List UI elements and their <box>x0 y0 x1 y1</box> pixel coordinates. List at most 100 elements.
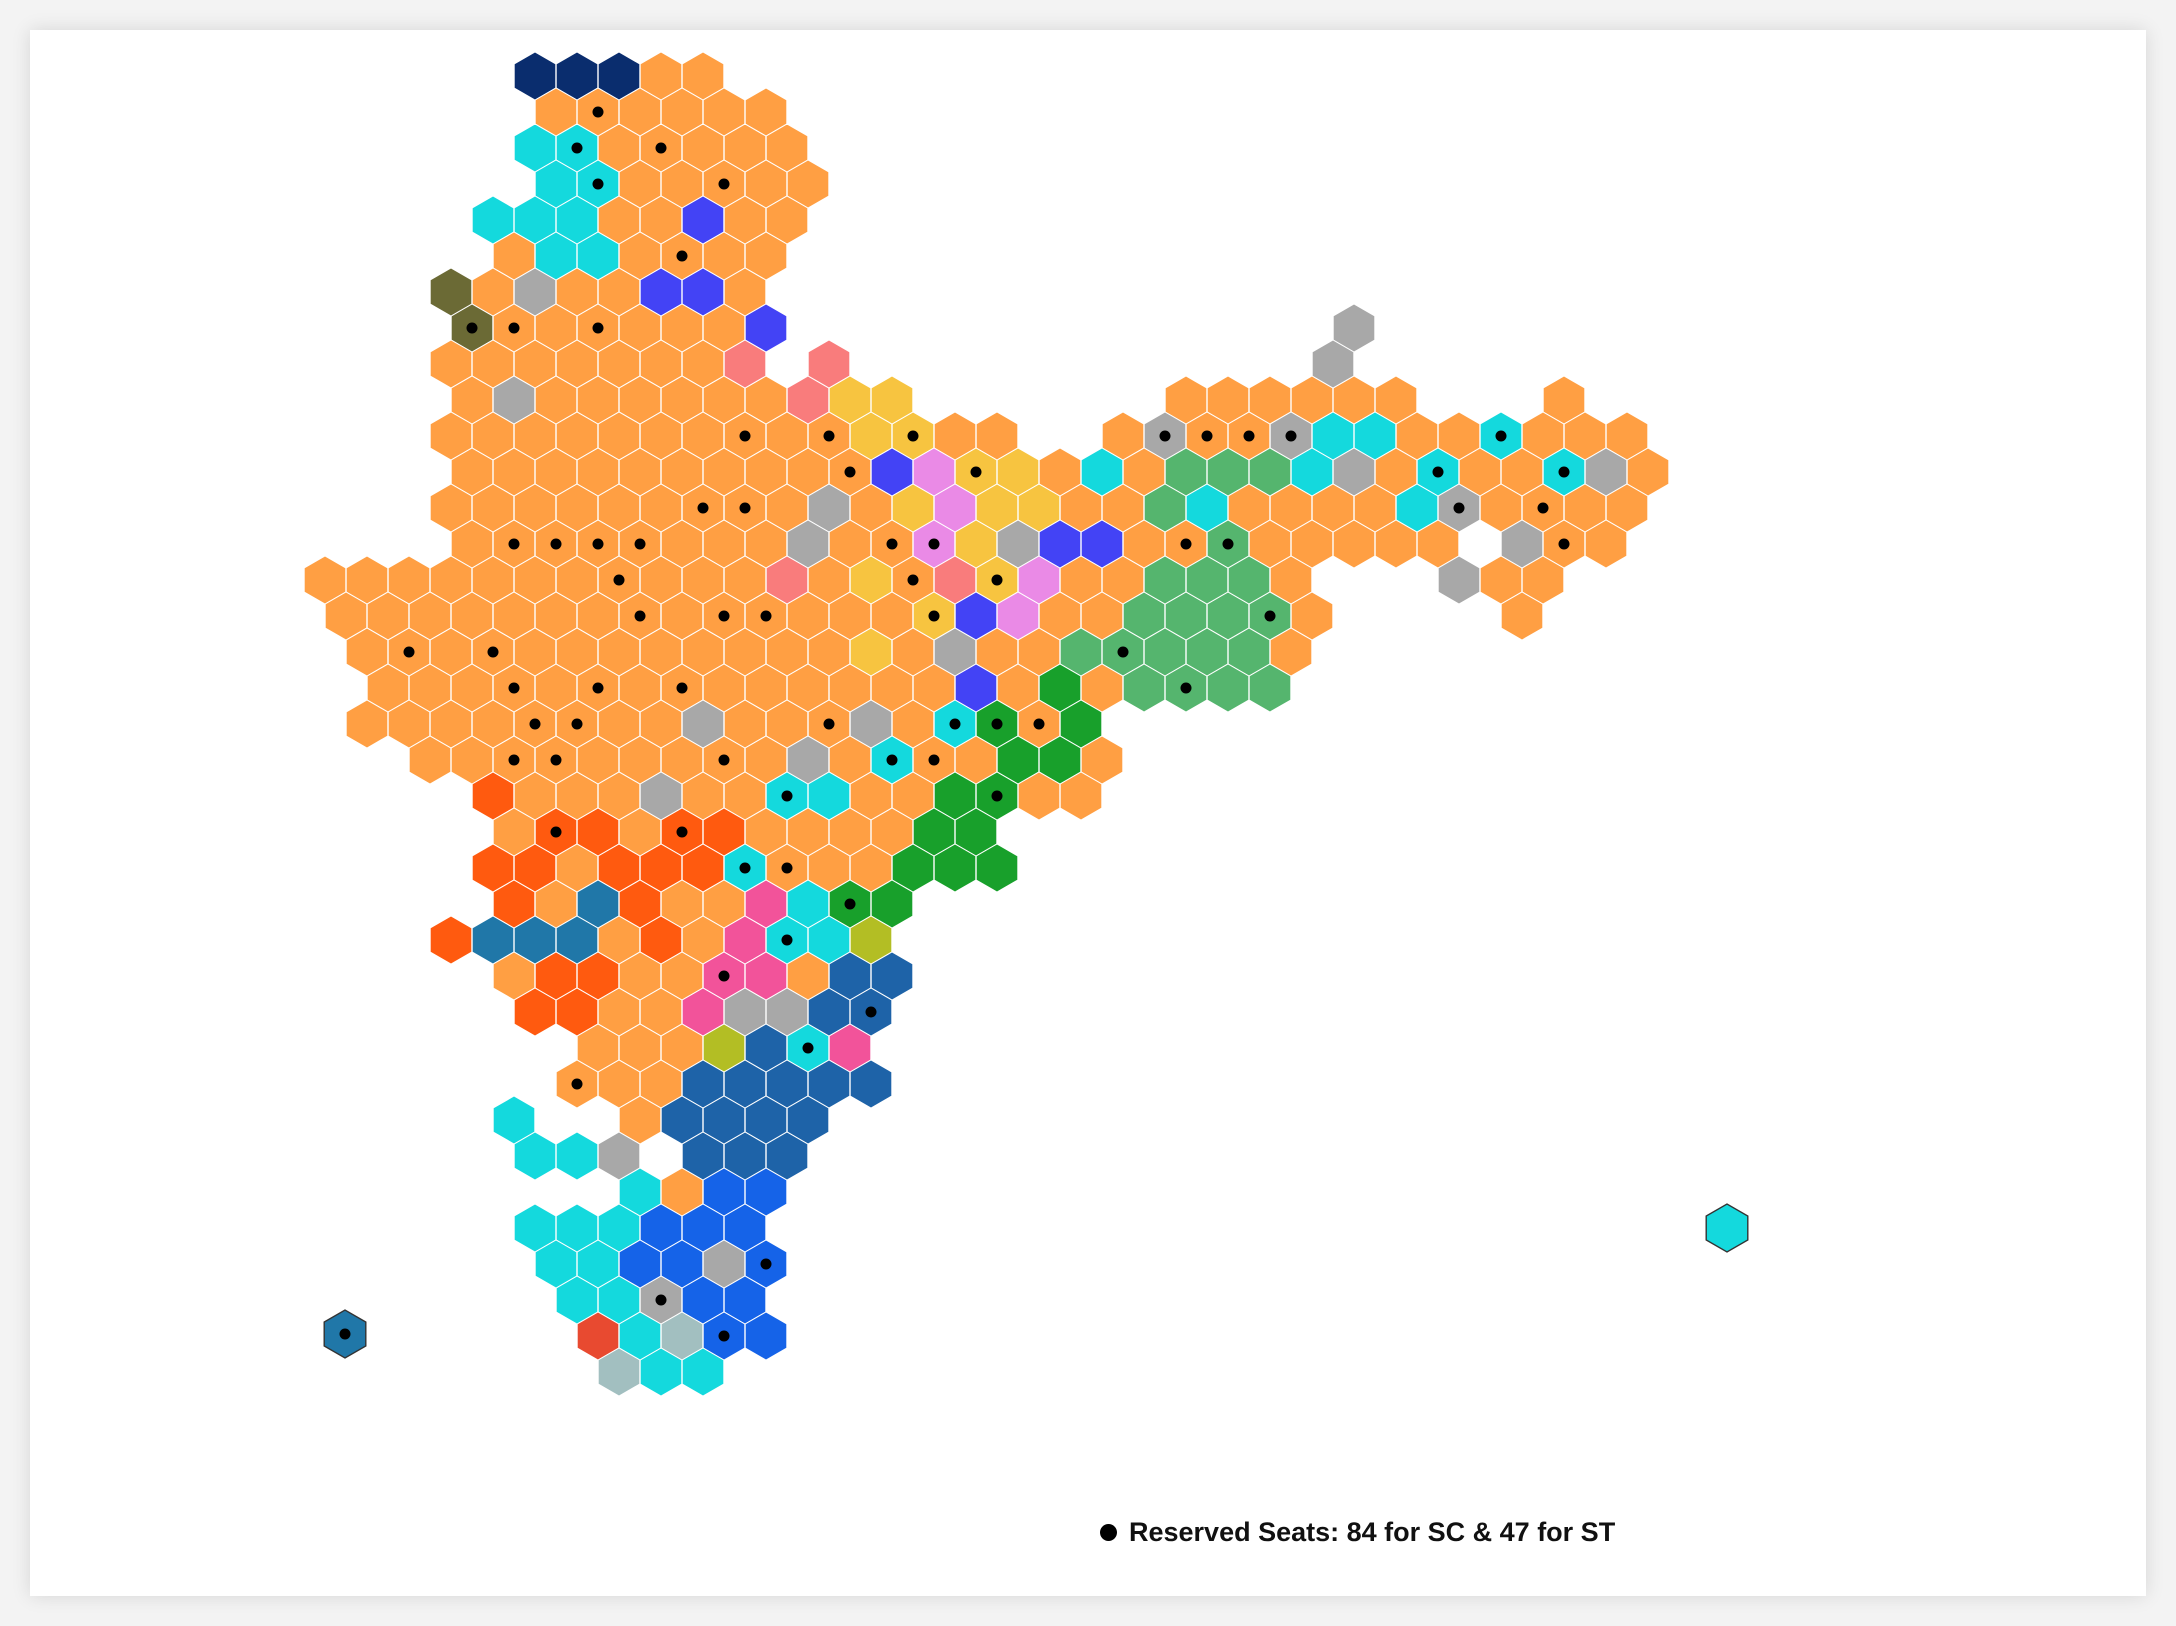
reserved-seat-dot <box>487 646 499 658</box>
reserved-seat-dot <box>844 898 856 910</box>
reserved-seat-dot <box>928 610 940 622</box>
reserved-seat-dot <box>466 322 478 334</box>
reserved-seat-dot <box>550 826 562 838</box>
reserved-seat-dot <box>676 682 688 694</box>
legend-label: Reserved Seats: 84 for SC & 47 for ST <box>1129 1517 1616 1547</box>
reserved-seat-dot <box>949 718 961 730</box>
reserved-seat-dot <box>655 142 667 154</box>
reserved-seat-dot <box>760 1258 772 1270</box>
constituency-hexes <box>303 51 1749 1397</box>
constituency-hex[interactable] <box>765 1131 809 1181</box>
reserved-seat-dot <box>739 862 751 874</box>
reserved-seat-dot <box>508 322 520 334</box>
reserved-seat-dot <box>718 754 730 766</box>
reserved-seat-dot <box>1117 646 1129 658</box>
reserved-seat-dot <box>508 682 520 694</box>
reserved-seat-dot <box>1222 538 1234 550</box>
constituency-hex[interactable] <box>681 1347 725 1397</box>
reserved-seat-dot <box>697 502 709 514</box>
reserved-seat-dot <box>1432 466 1444 478</box>
reserved-seat-dot <box>508 754 520 766</box>
reserved-seat-dot <box>823 430 835 442</box>
reserved-seat-dot <box>571 142 583 154</box>
reserved-seat-dot <box>634 538 646 550</box>
reserved-seat-dot <box>886 538 898 550</box>
reserved-seat-dot <box>592 322 604 334</box>
reserved-seat-dot <box>886 754 898 766</box>
constituency-hex[interactable] <box>1080 447 1124 497</box>
reserved-seat-dot <box>550 538 562 550</box>
map-card: Reserved Seats: 84 for SC & 47 for ST <box>30 30 2146 1596</box>
reserved-seat-dot <box>718 178 730 190</box>
reserved-seat-dot-icon <box>1100 1524 1117 1541</box>
reserved-seat-dot <box>1180 682 1192 694</box>
reserved-seat-dot <box>592 682 604 694</box>
reserved-seat-dot <box>571 1078 583 1090</box>
constituency-hex[interactable] <box>1584 519 1628 569</box>
reserved-seat-dot <box>1453 502 1465 514</box>
reserved-seat-dot <box>991 790 1003 802</box>
constituency-hex[interactable] <box>597 1347 641 1397</box>
constituency-hex[interactable] <box>1311 339 1355 389</box>
reserved-seat-dot <box>676 250 688 262</box>
reserved-seat-dot <box>781 790 793 802</box>
constituency-hex[interactable] <box>702 1095 746 1145</box>
legend: Reserved Seats: 84 for SC & 47 for ST <box>1100 1517 1615 1548</box>
reserved-seat-dot <box>907 574 919 586</box>
reserved-seat-dot <box>571 718 583 730</box>
reserved-seat-dot <box>592 538 604 550</box>
constituency-hex[interactable] <box>1059 771 1103 821</box>
reserved-seat-dot <box>655 1294 667 1306</box>
reserved-seat-dot <box>802 1042 814 1054</box>
reserved-seat-dot <box>1558 466 1570 478</box>
reserved-seat-dot <box>970 466 982 478</box>
reserved-seat-dot <box>508 538 520 550</box>
reserved-seat-dot <box>781 862 793 874</box>
constituency-hex[interactable] <box>870 375 914 425</box>
reserved-seat-dot <box>718 1330 730 1342</box>
constituency-hex[interactable] <box>975 843 1019 893</box>
reserved-seat-dot <box>739 430 751 442</box>
india-constituency-hex-map <box>303 51 1749 1397</box>
reserved-seat-dot <box>1558 538 1570 550</box>
reserved-seat-dot <box>991 718 1003 730</box>
reserved-seat-dot <box>718 610 730 622</box>
reserved-seat-dot <box>823 718 835 730</box>
reserved-seat-dot <box>760 610 772 622</box>
reserved-seat-dot <box>613 574 625 586</box>
reserved-seat-dot <box>339 1328 351 1340</box>
reserved-seat-dot <box>1159 430 1171 442</box>
reserved-seat-dot <box>844 466 856 478</box>
reserved-seat-dot <box>739 502 751 514</box>
constituency-hex[interactable] <box>534 1239 578 1289</box>
constituency-hex[interactable] <box>1500 591 1544 641</box>
reserved-seat-dot <box>718 970 730 982</box>
reserved-seat-dot <box>1243 430 1255 442</box>
reserved-seat-dot <box>529 718 541 730</box>
reserved-seat-dot <box>928 538 940 550</box>
reserved-seat-dot <box>1495 430 1507 442</box>
reserved-seat-dot <box>781 934 793 946</box>
reserved-seat-dot <box>592 178 604 190</box>
reserved-seat-dot <box>592 106 604 118</box>
reserved-seat-dot <box>1264 610 1276 622</box>
reserved-seat-dot <box>1537 502 1549 514</box>
constituency-hex[interactable] <box>429 915 473 965</box>
reserved-seat-dot <box>634 610 646 622</box>
constituency-hex[interactable] <box>429 267 473 317</box>
constituency-hex[interactable] <box>744 1311 788 1361</box>
reserved-seat-dot <box>550 754 562 766</box>
reserved-seat-dot <box>1201 430 1213 442</box>
constituency-hex[interactable] <box>555 1131 599 1181</box>
reserved-seat-dot <box>1180 538 1192 550</box>
constituency-hex[interactable] <box>723 339 767 389</box>
reserved-seat-dot <box>865 1006 877 1018</box>
reserved-seat-dot <box>928 754 940 766</box>
reserved-seat-dot <box>676 826 688 838</box>
constituency-hex[interactable] <box>1437 555 1481 605</box>
constituency-hex[interactable] <box>1248 663 1292 713</box>
reserved-seat-dot <box>991 574 1003 586</box>
constituency-hex[interactable] <box>1705 1203 1749 1253</box>
reserved-seat-dot <box>907 430 919 442</box>
reserved-seat-dot <box>403 646 415 658</box>
